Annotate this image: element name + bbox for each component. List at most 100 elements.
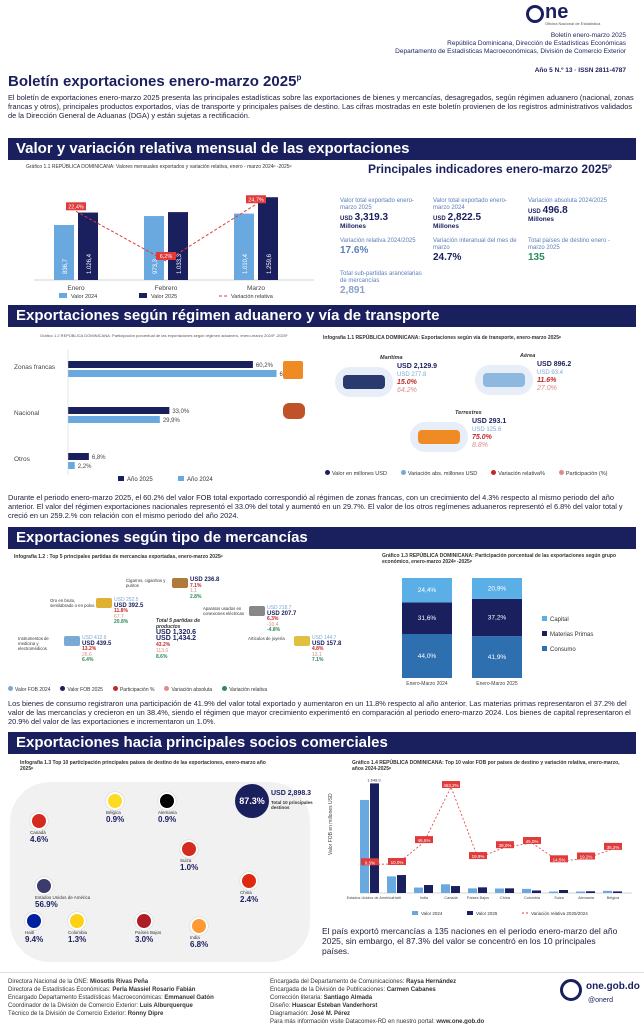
category-label: Bélgica — [607, 896, 620, 900]
transport-mode: Aérea USD 896.2 USD 93.4 11.6% 27.0% — [475, 353, 615, 413]
product-rel: 20.8% — [114, 619, 129, 626]
legend-item: Valor FOB 2025 — [60, 686, 103, 693]
total-usd: USD 2,898.3 — [271, 790, 312, 797]
country-name: Alemania — [158, 810, 177, 815]
credit-role: Directora de Estadísticas Económicas: — [8, 987, 113, 993]
indicator-value: 17.6% — [340, 245, 430, 256]
credit-name: Ronny Dipre — [127, 1011, 164, 1017]
country-pct: 9.4% — [25, 935, 44, 944]
legend-label: Valor 2025 — [476, 911, 498, 916]
footer-social[interactable]: @onerd — [588, 997, 614, 1004]
total-pct: 87.3% — [235, 784, 269, 818]
product-values: USD 144.7 USD 157.8 4.8% 13.1 7.1% — [312, 635, 341, 664]
chart-2-title: Gráfico 1.2 REPÚBLICA DOMINICANA: Partic… — [40, 333, 288, 338]
product-part: 13.2% — [82, 646, 97, 653]
indicator-value: USD 496.8 — [528, 205, 618, 216]
country-item: Bélgica 0.9% — [106, 792, 166, 824]
product-icon — [64, 636, 80, 646]
product-rel: 6.4% — [82, 657, 94, 664]
legend-swatch — [178, 476, 184, 481]
socios-text: El país exportó mercancías a 135 nacione… — [322, 926, 618, 956]
bar — [68, 370, 277, 377]
legend-label: Participación (%) — [565, 471, 608, 477]
credit-line: Diseño: Huascar Esteban Vanderhorst — [270, 1002, 484, 1010]
country-pct: 0.9% — [158, 815, 177, 824]
bar-2024 — [549, 891, 558, 893]
country-item: Estados Unidos de América 56.9% — [35, 877, 95, 909]
world-map-infographic: Canadá 4.6% Estados Unidos de América 56.9%… — [10, 772, 320, 970]
credit-line: Directora de Estadísticas Económicas: Pe… — [8, 986, 214, 994]
country-pct: 6.8% — [190, 940, 209, 949]
indicator-prefix: USD — [340, 216, 353, 222]
section-title-4: Exportaciones hacia principales socios c… — [8, 732, 636, 754]
product-item: Instrumentos de medicina y electromédico… — [18, 635, 128, 681]
product-icon — [249, 606, 265, 616]
product-name: Aparatos usados en conexiones eléctricas — [203, 606, 245, 616]
bulletin-direction: República Dominicana, Dirección de Estad… — [447, 40, 626, 47]
legend-dot — [8, 686, 13, 691]
bar-2025 — [532, 890, 541, 893]
product-item: Oro en bruto, semilabrado o en polvo USD … — [50, 597, 160, 643]
category-label: Enero-Marzo 2024 — [406, 681, 448, 687]
section-title-1: Valor y variación relativa mensual de la… — [8, 138, 636, 160]
product-usd-2024: USD 144.7 — [312, 635, 337, 641]
product-usd-2025: USD 392.5 — [114, 602, 144, 609]
legend-swatch — [542, 646, 547, 651]
mode-name: Aérea — [520, 353, 536, 359]
bar-2024 — [441, 884, 450, 893]
footer-url[interactable]: one.gob.do — [586, 981, 640, 992]
variation-label-box — [415, 836, 433, 844]
legend-label: Valor FOB 2025 — [67, 687, 103, 693]
variation-label: 38,0% — [499, 843, 512, 848]
credit-line: Encargada del Departamento de Comunicaci… — [270, 978, 484, 986]
credit-role: Encargada de la División de Publicacione… — [270, 987, 387, 993]
category-label: Colombia — [524, 896, 541, 900]
legend-label: Consumo — [550, 647, 576, 653]
credit-name: www.one.gob.do — [436, 1019, 485, 1024]
indicator-card: Valor total exportado enero-marzo 2024 US… — [433, 198, 523, 230]
indicator-card: Variación absoluta 2024/2025 USD 496.8 Mill… — [528, 198, 618, 223]
product-name: Cigarros, cigarritos y puritos — [126, 578, 166, 588]
bar-2024 — [360, 799, 369, 893]
country-name: Colombia — [68, 930, 88, 935]
mode-part: 64.2% — [397, 387, 417, 394]
variation-label-box — [442, 781, 460, 788]
variation-label-box — [388, 858, 406, 865]
product-abs: 26.6 — [82, 651, 92, 658]
country-pct: 56.9% — [35, 900, 58, 909]
variation-label-box — [577, 852, 595, 860]
indicator-value: 135 — [528, 252, 618, 263]
variation-label-box — [469, 852, 487, 860]
flag-icon — [190, 917, 208, 935]
mode-part: 27.0% — [537, 385, 557, 392]
legend-dot — [400, 470, 406, 475]
transport-infographic: Marítima USD 2,129.9 USD 277.8 15.0% 64.2% Aé… — [325, 345, 635, 490]
indicator-value: USD 3,319.3 — [340, 212, 430, 223]
product-usd-2024: USD 252.5 — [114, 597, 139, 603]
mode-abs: USD 125.6 — [472, 427, 502, 433]
flag-icon — [25, 912, 43, 930]
country-pct: 0.9% — [106, 815, 125, 824]
bar-label: 31,6% — [418, 615, 437, 622]
bar-label-2025: 1.259,6 — [267, 253, 273, 274]
credit-role: Diagramación: — [270, 1011, 311, 1017]
variation-label: 46,5% — [418, 838, 431, 843]
bar-2024 — [144, 216, 164, 280]
credit-name: Huascar Esteban Vanderhorst — [292, 1003, 378, 1009]
credit-role: Coordinador de la División de Comercio E… — [8, 1003, 140, 1009]
variation-label-box — [550, 855, 568, 863]
bar-label-2024: 973,3 — [153, 258, 159, 274]
mode-values: USD 896.2 USD 93.4 11.6% 27.0% — [537, 361, 571, 393]
bar-2025 — [559, 890, 568, 893]
credit-role: Directora Nacional de la ONE: — [8, 979, 91, 985]
country-item: India 6.8% — [190, 917, 250, 949]
bar-label-2025: 1.033,3 — [177, 253, 183, 274]
intro-text: El boletín de exportaciones enero-marzo … — [8, 93, 634, 121]
indicator-value: 24.7% — [433, 252, 523, 263]
variation-label: 10,0% — [391, 860, 404, 865]
product-values: USD 412.9 USD 439.5 13.2% 26.6 6.4% — [82, 635, 111, 664]
factory-icon — [283, 361, 303, 379]
ship-icon — [343, 375, 385, 389]
bulletin-label: Boletín enero-marzo 2025 — [550, 32, 626, 39]
legend-label: Valor en millones USD — [332, 471, 387, 477]
